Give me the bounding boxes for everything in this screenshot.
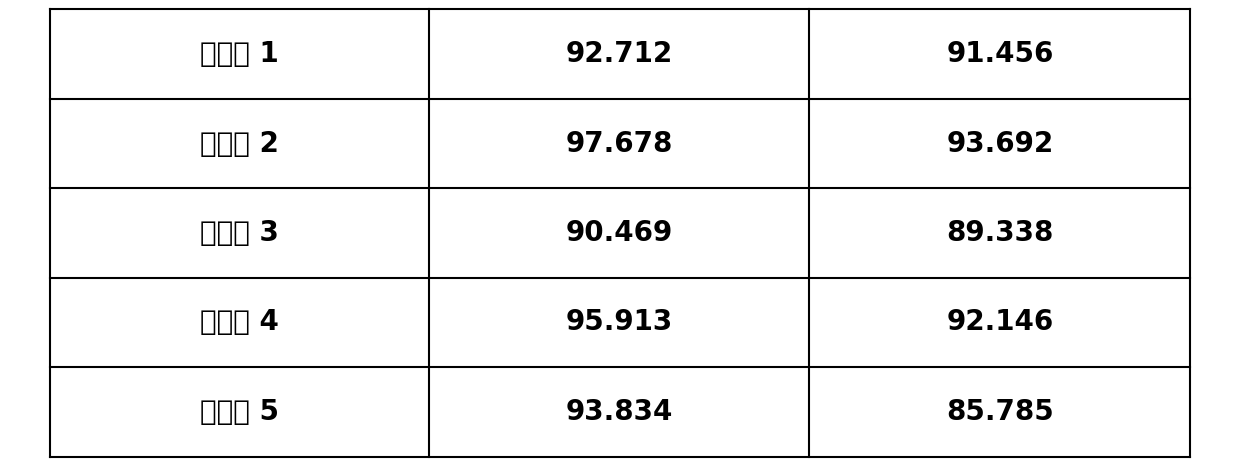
- Text: 对比例 4: 对比例 4: [200, 308, 279, 336]
- Text: 对比例 2: 对比例 2: [200, 130, 279, 158]
- Text: 89.338: 89.338: [946, 219, 1054, 247]
- Text: 对比例 3: 对比例 3: [200, 219, 279, 247]
- Text: 92.146: 92.146: [946, 308, 1054, 336]
- Text: 97.678: 97.678: [565, 130, 673, 158]
- Text: 85.785: 85.785: [946, 398, 1054, 426]
- Text: 92.712: 92.712: [565, 40, 673, 68]
- Text: 95.913: 95.913: [565, 308, 673, 336]
- Text: 93.692: 93.692: [946, 130, 1054, 158]
- Text: 对比例 5: 对比例 5: [200, 398, 279, 426]
- Text: 91.456: 91.456: [946, 40, 1054, 68]
- Text: 90.469: 90.469: [565, 219, 673, 247]
- Text: 93.834: 93.834: [565, 398, 673, 426]
- Text: 对比例 1: 对比例 1: [200, 40, 279, 68]
